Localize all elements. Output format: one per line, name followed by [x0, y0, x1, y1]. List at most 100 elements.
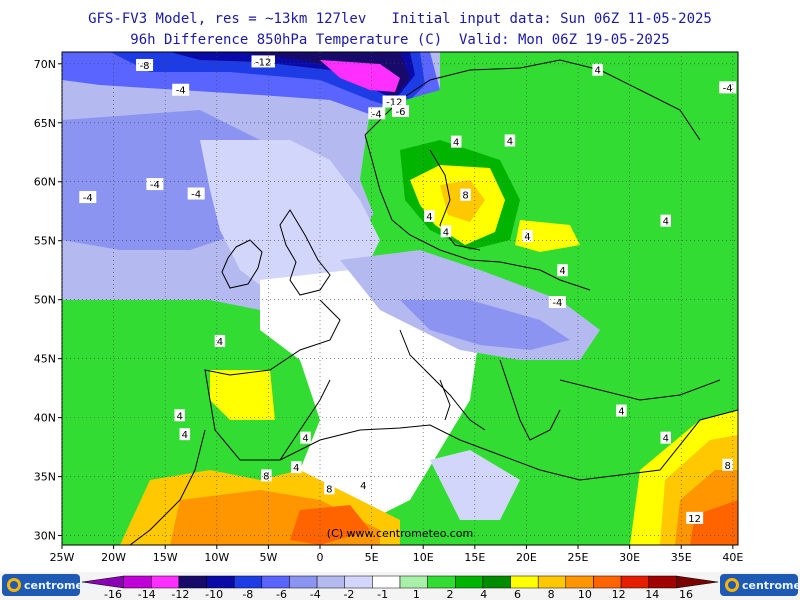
- lon-tick-label: 25E: [568, 551, 589, 564]
- colorbar-swatch: [676, 575, 719, 589]
- lon-tick-label: 10W: [204, 551, 229, 564]
- colorbar-swatch: [372, 575, 401, 589]
- colorbar-label: -14: [138, 588, 156, 600]
- colorbar-swatch: [316, 575, 345, 589]
- contour-label-bg: [79, 191, 97, 204]
- contour-label-bg: [174, 409, 185, 422]
- colorbar-label: 2: [447, 588, 454, 600]
- contour-label: 4: [302, 434, 308, 445]
- colorbar-label: 12: [612, 588, 626, 600]
- contour-label: 8: [326, 484, 332, 495]
- colorbar-swatch: [482, 575, 511, 589]
- contour-label: -4: [150, 180, 160, 191]
- contour-label: 4: [618, 407, 624, 418]
- contour-label: 4: [507, 136, 513, 147]
- colorbar-swatch: [233, 575, 263, 589]
- contour-label: 12: [688, 514, 701, 525]
- colorbar-swatch: [455, 575, 484, 589]
- lat-tick-label: 65N: [34, 117, 56, 130]
- lat-tick-label: 40N: [34, 412, 56, 425]
- contour-label: -4: [176, 86, 186, 97]
- colorbar-swatch: [123, 575, 152, 589]
- colorbar-swatch: [178, 575, 207, 589]
- contour-label-bg: [660, 214, 672, 227]
- colorbar-label: 16: [679, 588, 693, 600]
- contour-label: 4: [360, 481, 366, 492]
- lat-tick-label: 60N: [34, 176, 56, 189]
- contour-label-bg: [522, 229, 533, 242]
- contour-label: -8: [140, 61, 150, 72]
- contour-label-bg: [146, 178, 164, 191]
- contour-label-bg: [722, 458, 733, 471]
- colorbar-label: 4: [480, 588, 487, 600]
- contour-label-bg: [392, 104, 410, 117]
- lon-tick-label: 0: [317, 551, 324, 564]
- lon-tick-label: 5W: [259, 551, 277, 564]
- contour-label: -12: [386, 98, 402, 109]
- header-model-info: GFS-FV3 Model, res = ~13km 127lev Initia…: [88, 11, 712, 27]
- colorbar-label: -16: [104, 588, 122, 600]
- contour-label-bg: [172, 83, 190, 96]
- colorbar-label: 10: [578, 588, 592, 600]
- contour-label: 4: [176, 411, 182, 422]
- bottom-bar: centrometeo centrometeo -16-14-12-10-8-6…: [0, 572, 800, 600]
- colorbar-swatch: [344, 575, 373, 589]
- contour-label-bg: [251, 55, 276, 68]
- contour-label: 4: [663, 434, 669, 445]
- contour-label-bg: [368, 107, 386, 120]
- contour-label-bg: [179, 428, 191, 441]
- colorbar-labels: -16 -14 -12 -10 -8 -6 -4 -2 -1 1 2 4 6 8 10 12 14 16: [104, 588, 693, 600]
- contour-label-bg: [450, 135, 462, 148]
- map-credit: (C) www.centrometeo.com: [327, 527, 473, 540]
- contour-label-bg: [460, 188, 471, 201]
- contour-label: -4: [723, 83, 733, 94]
- contour-label-bg: [557, 264, 568, 277]
- contour-label: 4: [559, 266, 565, 277]
- lon-tick-label: 20W: [101, 551, 126, 564]
- contour-label-bg: [719, 81, 737, 94]
- lat-tick-label: 30N: [34, 530, 56, 543]
- lat-tick-label: 45N: [34, 353, 56, 366]
- lon-tick-label: 40E: [722, 551, 743, 564]
- contour-label: 4: [426, 212, 432, 223]
- colorbar-swatch: [565, 575, 594, 589]
- colorbar-swatch: [648, 575, 677, 589]
- colorbar-swatch: [289, 575, 318, 589]
- colorbar-swatch: [620, 575, 649, 589]
- contour-label-bg: [382, 95, 407, 108]
- temperature-field: [62, 52, 738, 545]
- contour-label: -4: [191, 190, 201, 201]
- contour-label-bg: [616, 404, 627, 417]
- contour-label: -6: [396, 107, 406, 118]
- latitude-axis: 70N 65N 60N 55N 50N 45N 40N 35N 30N: [34, 58, 738, 543]
- contour-label: -4: [83, 193, 93, 204]
- logo-right-text: centrometeo: [742, 579, 800, 592]
- contour-label-bg: [136, 58, 154, 71]
- contour-label-bg: [261, 469, 272, 482]
- colorbar-label: -2: [343, 588, 354, 600]
- colorbar-swatch: [399, 575, 428, 589]
- colorbar-swatch: [151, 575, 180, 589]
- contour-label-bg: [291, 461, 302, 474]
- lon-tick-label: 30E: [619, 551, 640, 564]
- lat-tick-label: 35N: [34, 471, 56, 484]
- contour-label-bg: [324, 482, 335, 495]
- header-field-valid-time: 96h Difference 850hPa Temperature (C) Va…: [130, 32, 670, 48]
- lon-tick-label: 35E: [671, 551, 692, 564]
- lon-tick-label: 25W: [50, 551, 75, 564]
- lon-tick-label: 20E: [516, 551, 537, 564]
- contour-label: 4: [182, 430, 188, 441]
- lon-tick-label: 5E: [365, 551, 379, 564]
- contour-label-bg: [214, 334, 226, 347]
- colorbar-label: -8: [242, 588, 253, 600]
- contour-label: 4: [594, 66, 600, 77]
- contour-label: -4: [552, 298, 562, 309]
- contour-label-bg: [300, 431, 311, 444]
- contour-label: 8: [462, 191, 468, 202]
- colorbar-label: -4: [310, 588, 321, 600]
- colorbar-swatch: [427, 575, 456, 589]
- contour-label-bg: [686, 511, 704, 524]
- contour-label: 4: [663, 217, 669, 228]
- contour-label: 4: [453, 138, 459, 149]
